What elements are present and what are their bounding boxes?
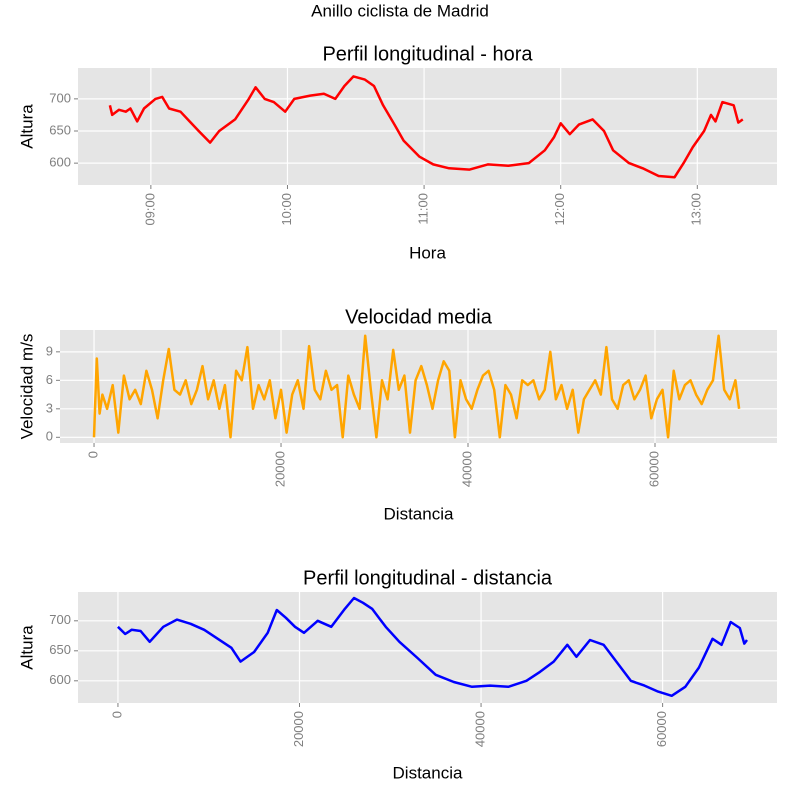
plot-panel — [60, 330, 777, 443]
data-line — [108, 75, 744, 179]
y-tick-label: 9 — [46, 343, 53, 358]
y-tick-label: 3 — [46, 400, 53, 415]
chart-title: Perfil longitudinal - distancia — [303, 567, 553, 589]
chart-title: Velocidad media — [345, 306, 493, 328]
x-tick-label: 11:00 — [416, 193, 431, 225]
x-tick-label: 40000 — [472, 711, 487, 747]
y-tick-label: 650 — [49, 642, 71, 657]
chart-title: Perfil longitudinal - hora — [322, 43, 533, 65]
x-tick-label: 0 — [85, 451, 100, 458]
y-tick-label: 0 — [46, 429, 53, 444]
y-tick-label: 600 — [49, 155, 71, 170]
y-tick-label: 650 — [49, 122, 71, 137]
y-axis-label: Altura — [17, 104, 36, 149]
x-tick-label: 09:00 — [142, 193, 157, 226]
x-tick-label: 0 — [109, 711, 124, 718]
x-tick-label: 40000 — [459, 451, 474, 487]
x-tick-label: 10:00 — [279, 193, 294, 226]
data-line — [117, 596, 748, 698]
x-axis-label: Distancia — [384, 504, 454, 523]
data-line — [92, 334, 741, 439]
x-tick-label: 13:00 — [689, 193, 704, 226]
y-tick-label: 600 — [49, 672, 71, 687]
figure-title: Anillo ciclista de Madrid — [311, 1, 489, 20]
y-axis-label: Velocidad m/s — [17, 334, 36, 440]
plot-panel — [78, 68, 777, 185]
x-tick-label: 60000 — [646, 451, 661, 487]
x-tick-label: 60000 — [654, 711, 669, 747]
y-tick-label: 6 — [46, 372, 53, 387]
x-axis-label: Distancia — [393, 763, 463, 782]
x-tick-label: 20000 — [272, 451, 287, 487]
plot-panel — [78, 592, 777, 703]
y-tick-label: 700 — [49, 612, 71, 627]
y-axis-label: Altura — [17, 625, 36, 670]
y-tick-label: 700 — [49, 90, 71, 105]
x-tick-label: 12:00 — [552, 193, 567, 226]
x-tick-label: 20000 — [291, 711, 306, 747]
x-axis-label: Hora — [409, 243, 446, 262]
